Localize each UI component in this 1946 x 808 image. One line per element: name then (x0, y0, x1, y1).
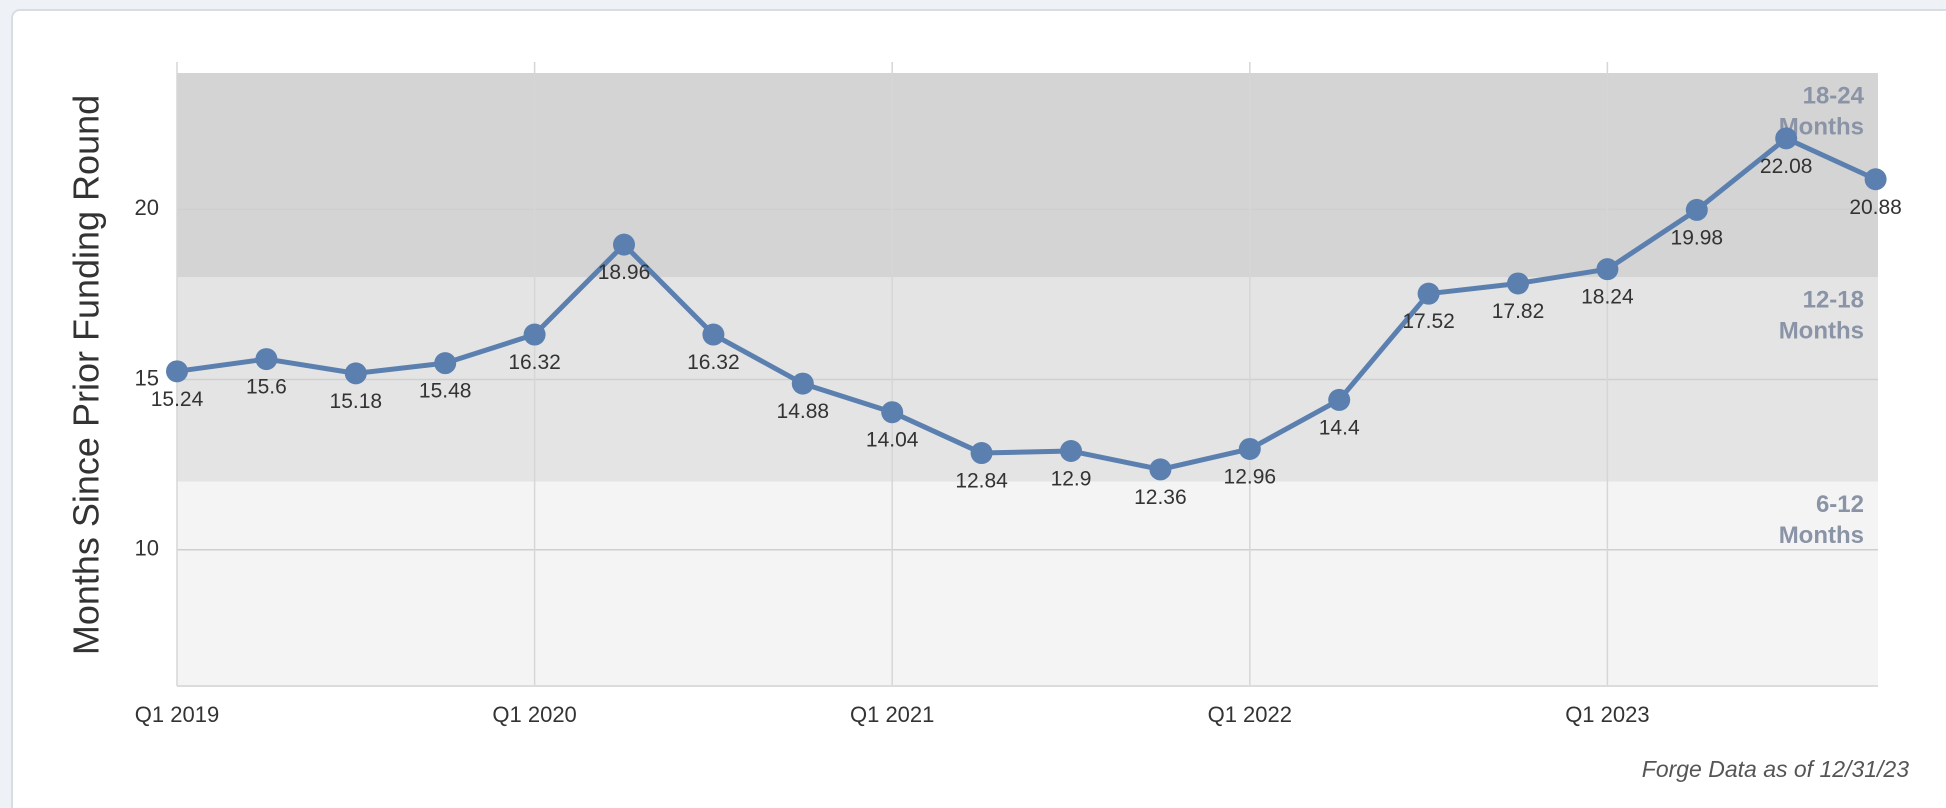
data-label: 15.24 (151, 388, 204, 411)
point (1328, 388, 1351, 411)
data-label: 20.88 (1849, 196, 1902, 219)
band (177, 73, 1878, 278)
x-tick-label: Q1 2022 (1208, 702, 1292, 727)
y-tick-label: 10 (135, 536, 159, 561)
bands (177, 73, 1878, 686)
data-label: 16.32 (508, 351, 561, 374)
point (344, 362, 367, 385)
point (1149, 458, 1172, 481)
point (255, 348, 278, 371)
point (1238, 437, 1261, 460)
data-label: 15.18 (330, 390, 383, 413)
data-label: 12.36 (1134, 486, 1187, 509)
data-label: 16.32 (687, 351, 740, 374)
data-label: 18.96 (598, 261, 651, 284)
band-label: 6-12 (1816, 491, 1864, 518)
x-tick-label: Q1 2020 (492, 702, 576, 727)
point (1060, 440, 1082, 463)
point (702, 323, 725, 346)
y-tick-label: 20 (135, 195, 159, 220)
data-label: 17.52 (1402, 310, 1455, 333)
band-label: Months (1779, 318, 1864, 345)
point (1864, 168, 1887, 191)
band-label: Months (1779, 522, 1864, 549)
point (613, 233, 635, 256)
point (1417, 282, 1440, 305)
point (523, 323, 546, 346)
data-label: 22.08 (1760, 155, 1813, 178)
point (970, 442, 993, 465)
x-tick-label: Q1 2021 (850, 702, 934, 727)
point (1596, 258, 1619, 281)
x-tick-label: Q1 2023 (1565, 702, 1649, 727)
band-label: 12-18 (1803, 287, 1864, 314)
source-note: Forge Data as of 12/31/23 (1642, 756, 1909, 782)
point (1775, 127, 1798, 150)
data-label: 17.82 (1492, 300, 1545, 323)
point (881, 401, 904, 424)
data-label: 12.84 (955, 470, 1008, 493)
data-label: 15.6 (246, 376, 287, 399)
data-label: 19.98 (1671, 226, 1724, 249)
data-label: 14.4 (1319, 416, 1360, 439)
data-label: 18.24 (1581, 286, 1634, 309)
band-label: 18-24 (1803, 82, 1865, 109)
y-axis-title: Months Since Prior Funding Round (66, 95, 107, 655)
point (1685, 198, 1708, 221)
x-tick-label: Q1 2019 (135, 702, 219, 727)
point (1507, 272, 1529, 295)
point (791, 372, 814, 395)
point (166, 360, 188, 383)
data-label: 14.88 (777, 400, 830, 423)
band (177, 481, 1878, 686)
line (176, 135, 1877, 472)
data-label: 12.96 (1224, 466, 1277, 489)
y-tick-label: 15 (135, 365, 159, 390)
data-label: 12.9 (1051, 468, 1092, 491)
point (434, 352, 457, 375)
data-label: 15.48 (419, 380, 472, 403)
data-label: 14.04 (866, 429, 919, 452)
